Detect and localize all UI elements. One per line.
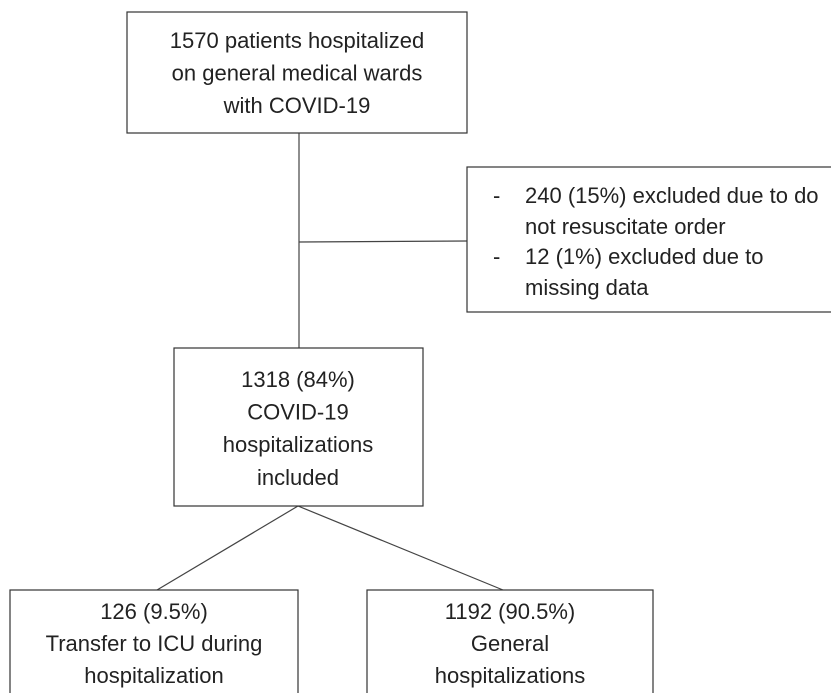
exclusion-text: missing data [525,275,649,300]
node-box [366,589,654,693]
exclusion-text: not resuscitate order [525,214,726,239]
exclusion-text: 240 (15%) excluded due to do [525,183,819,208]
node-box [9,589,299,693]
connector [297,505,504,591]
node-box [126,11,468,134]
node-text: hospitalization [84,663,223,688]
node-text: COVID-19 [247,400,348,425]
node-text: Transfer to ICU during [46,631,263,656]
exclusion-text: 12 (1%) excluded due to [525,244,764,269]
node-text: hospitalizations [435,663,585,688]
node-text: hospitalizations [223,432,373,457]
node-text: included [257,465,339,490]
node-text: 1318 (84%) [241,367,355,392]
connector [298,240,468,243]
node-text: on general medical wards [172,60,423,85]
exclusion-box [466,166,831,313]
node-text: 1192 (90.5%) [445,599,575,624]
node-box [173,347,424,507]
bullet: - [493,183,500,208]
node-text: with COVID-19 [223,93,371,118]
node-text: 1570 patients hospitalized [170,28,424,53]
connector [156,505,299,591]
node-text: General [471,631,549,656]
node-text: 126 (9.5%) [100,599,208,624]
bullet: - [493,244,500,269]
